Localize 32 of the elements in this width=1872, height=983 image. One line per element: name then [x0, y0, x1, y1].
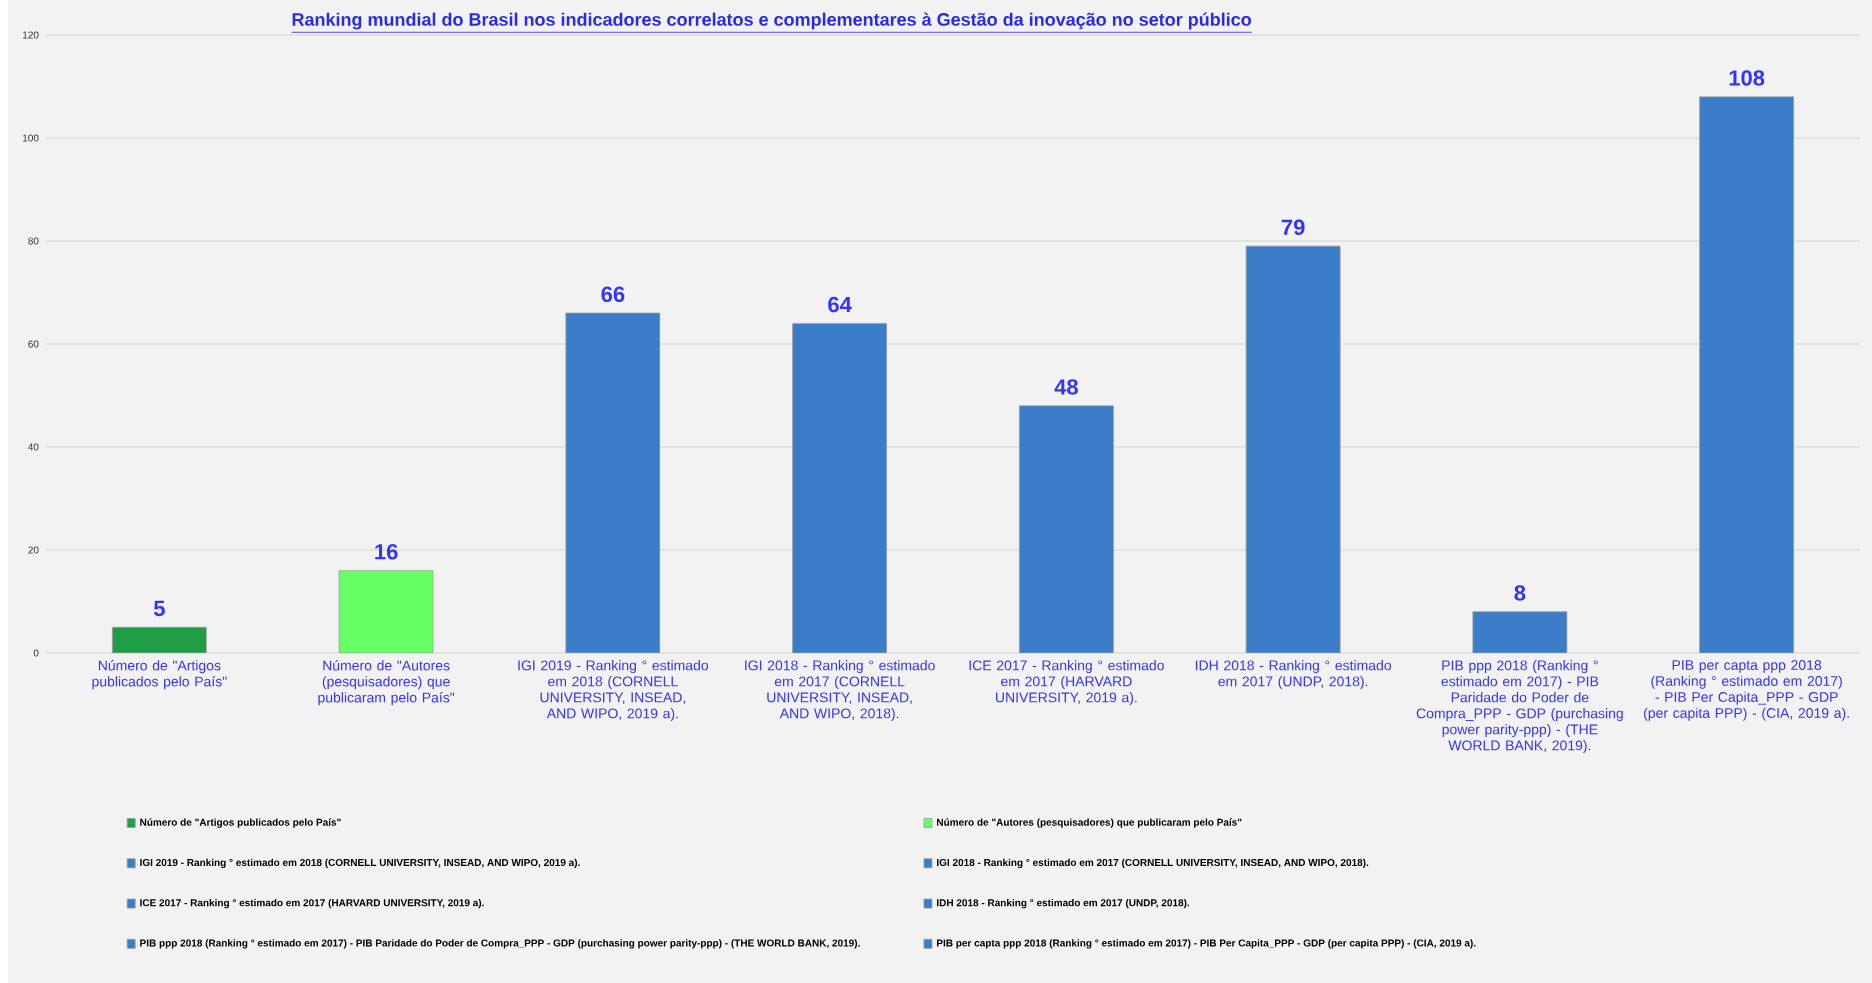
x-tick-label: IGI 2019 - Ranking ° estimado em 2018 (CORNELL UNIVERSITY, INSEAD, AND WIPO, 2019 a). [518, 660, 709, 722]
legend-label: IGI 2018 - Ranking ° estimado em 2017 (CORNELL UNIVERSITY, INSEAD, AND WIPO, 2018). [937, 858, 1369, 869]
legend-label: IDH 2018 - Ranking ° estimado em 2017 (UNDP, 2018). [937, 898, 1190, 909]
y-tick-label: 100 [23, 134, 39, 142]
y-tick-label: 80 [28, 237, 39, 245]
chart-title: Ranking mundial do Brasil nos indicadores correlatos e complementares à Gestão da inovação no setor público [292, 12, 1251, 30]
x-tick-label: PIB per capta ppp 2018 (Ranking ° estimado em 2017) - PIB Per Capita_PPP - GDP (per capita PPP) - (CIA, 2019 a). [1644, 660, 1849, 721]
x-tick-label: IGI 2018 - Ranking ° estimado em 2017 (CORNELL UNIVERSITY, INSEAD, AND WIPO, 2018). [745, 660, 935, 722]
x-tick-label: Número de "Artigos publicados pelo País" [92, 660, 227, 690]
x-tick-label: Número de "Autores (pesquisadores) que publicaram pelo País" [318, 660, 455, 706]
data-label: 5 [153, 600, 165, 617]
data-label: 79 [1281, 219, 1305, 236]
legend-label: Número de "Artigos publicados pelo País" [140, 818, 341, 828]
legend-label: IGI 2019 - Ranking ° estimado em 2018 (CORNELL UNIVERSITY, INSEAD, AND WIPO, 2019 a). [140, 858, 580, 869]
y-tick-label: 40 [28, 443, 39, 451]
y-tick-label: 20 [28, 546, 39, 554]
legend-label: PIB per capta ppp 2018 (Ranking ° estimado em 2017) - PIB Per Capita_PPP - GDP (per capita PPP) - (CIA, 2019 a). [937, 939, 1476, 949]
x-tick-label: ICE 2017 - Ranking ° estimado em 2017 (HARVARD UNIVERSITY, 2019 a). [969, 660, 1164, 706]
data-label: 8 [1514, 585, 1526, 601]
y-tick-label: 120 [23, 31, 39, 39]
legend-label: Número de "Autores (pesquisadores) que publicaram pelo País" [937, 818, 1242, 828]
data-label: 16 [375, 543, 398, 560]
y-tick-label: 60 [28, 340, 39, 348]
data-label: 108 [1729, 70, 1765, 86]
x-tick-label: IDH 2018 - Ranking ° estimado em 2017 (UNDP, 2018). [1195, 660, 1391, 690]
y-tick-label: 0 [33, 649, 39, 657]
x-tick-label: PIB ppp 2018 (Ranking ° estimado em 2017) - PIB Paridade do Poder de Compra_PPP - GDP (purchasing power parity-ppp) - (THE WORLD BANK, 2019). [1416, 660, 1623, 754]
data-label: 64 [828, 296, 852, 313]
legend-label: PIB ppp 2018 (Ranking ° estimado em 2017) - PIB Paridade do Poder de Compra_PPP - GDP (purchasing power parity-ppp) - (THE WORLD BANK, 2019). [140, 939, 860, 949]
data-label: 48 [1054, 379, 1078, 395]
data-label: 66 [601, 286, 625, 303]
legend-label: ICE 2017 - Ranking ° estimado em 2017 (HARVARD UNIVERSITY, 2019 a). [140, 898, 484, 909]
